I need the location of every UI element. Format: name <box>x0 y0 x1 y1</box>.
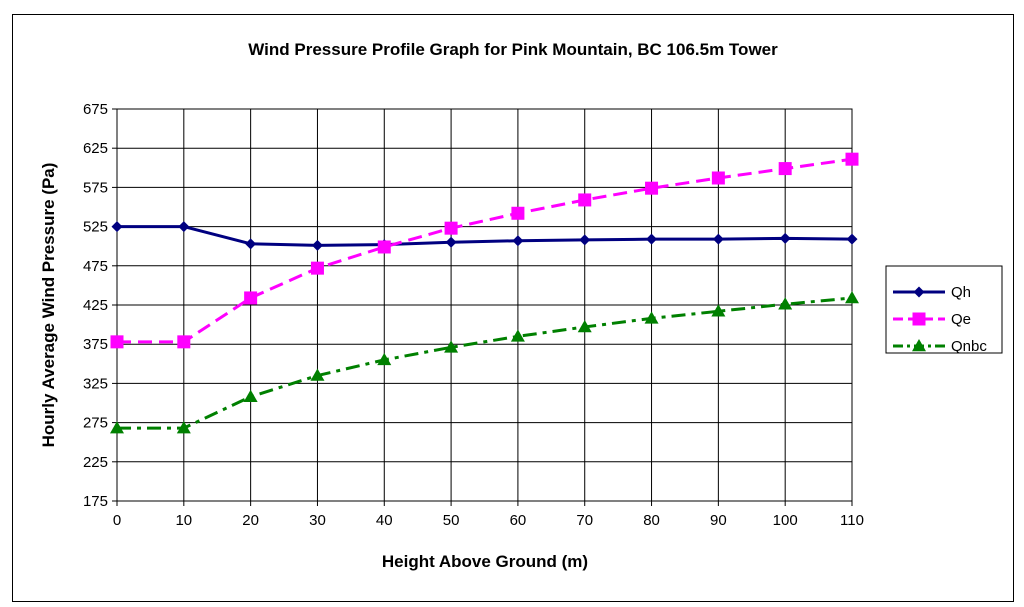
x-tick-label: 30 <box>309 512 326 529</box>
y-tick-label: 425 <box>83 297 108 314</box>
x-tick-label: 110 <box>840 512 864 529</box>
legend-entries: Qh Qe Qnbc <box>893 284 987 355</box>
data-point-qe <box>310 261 324 275</box>
data-point-qe <box>244 291 258 305</box>
y-tick-label: 625 <box>83 140 108 157</box>
legend-label-qnbc: Qnbc <box>951 338 987 355</box>
series-line-qe <box>117 157 853 344</box>
data-point-qh <box>779 232 791 244</box>
data-point-qh <box>445 236 457 248</box>
y-tick-label: 175 <box>83 493 108 510</box>
series-line-qh <box>117 225 853 247</box>
x-tick-label: 90 <box>710 512 727 529</box>
data-point-qnbc <box>845 290 859 304</box>
legend-marker-qe <box>912 312 926 326</box>
data-point-qh <box>646 233 658 245</box>
legend-box <box>885 265 1003 354</box>
data-point-qh <box>111 221 123 233</box>
legend-marker-qh <box>913 286 925 298</box>
data-point-qnbc <box>577 319 592 333</box>
data-point-qe <box>511 206 525 220</box>
data-point-qe <box>778 162 792 176</box>
series-line-qnbc <box>117 296 853 430</box>
legend-marker-qnbc <box>912 339 926 352</box>
y-tick-label: 675 <box>83 101 108 118</box>
y-tick-label: 375 <box>83 336 108 353</box>
data-point-qnbc <box>444 340 459 353</box>
x-tick-label: 50 <box>443 512 460 529</box>
x-tick-label: 0 <box>113 512 121 529</box>
data-point-qnbc <box>243 389 258 402</box>
y-tick-label: 475 <box>83 258 108 275</box>
data-point-qe <box>377 240 391 254</box>
chart-title: Wind Pressure Profile Graph for Pink Mou… <box>248 40 778 59</box>
x-tick-label: 40 <box>376 512 393 529</box>
y-tick-label: 275 <box>83 415 108 432</box>
data-point-qh <box>846 233 858 245</box>
y-tick-label: 225 <box>83 454 108 471</box>
chart-area: Wind Pressure Profile Graph for Pink Mou… <box>39 40 1003 571</box>
legend-label-qh: Qh <box>951 284 971 301</box>
data-point-qnbc <box>377 352 392 366</box>
data-point-qnbc <box>176 421 191 434</box>
data-point-qe <box>845 152 859 166</box>
data-point-qnbc <box>778 297 793 310</box>
plot-border <box>116 108 853 502</box>
data-point-qnbc <box>711 304 726 317</box>
x-tick-label: 60 <box>510 512 527 529</box>
x-tick-label: 70 <box>576 512 593 529</box>
data-point-qh <box>311 239 323 251</box>
data-point-qe <box>177 335 191 349</box>
chart-frame: Wind Pressure Profile Graph for Pink Mou… <box>12 14 1014 602</box>
data-point-qnbc <box>110 421 124 434</box>
legend-label-qe: Qe <box>951 311 971 328</box>
y-tick-label: 325 <box>83 375 108 392</box>
data-point-qh <box>512 235 524 247</box>
x-tick-label: 10 <box>175 512 192 529</box>
data-point-qh <box>579 234 591 246</box>
x-tick-label: 20 <box>242 512 259 529</box>
x-tick-label: 100 <box>773 512 798 529</box>
data-point-qe <box>578 193 592 207</box>
data-point-qe <box>444 221 458 235</box>
data-point-qh <box>245 238 257 250</box>
data-point-qh <box>178 221 190 233</box>
y-tick-label: 525 <box>83 219 108 236</box>
data-point-qe <box>711 171 725 185</box>
data-point-qh <box>712 233 724 245</box>
data-point-qnbc <box>510 329 525 342</box>
x-axis-title: Height Above Ground (m) <box>382 552 588 571</box>
y-axis-title: Hourly Average Wind Pressure (Pa) <box>39 163 58 448</box>
axis-layer: 175 225 275 325 375 425 475 525 575 625 675 0 10 20 30… <box>83 101 864 529</box>
data-point-qe <box>110 335 124 349</box>
data-point-qnbc <box>310 368 325 381</box>
legend: Qh Qe Qnbc <box>885 265 1003 355</box>
x-tick-label: 80 <box>643 512 660 529</box>
series-layer <box>110 152 859 434</box>
data-point-qe <box>645 181 659 195</box>
data-point-qnbc <box>644 311 659 324</box>
y-tick-label: 575 <box>83 179 108 196</box>
